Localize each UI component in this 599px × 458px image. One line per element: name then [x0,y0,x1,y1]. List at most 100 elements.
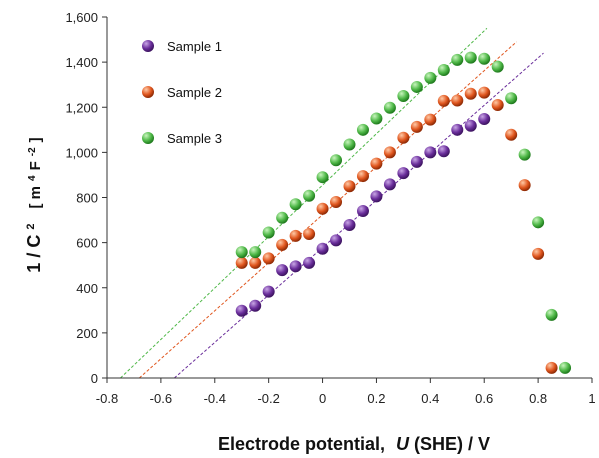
data-point-sample-2 [410,120,423,133]
data-point-sample-2 [370,157,383,170]
data-point-sample-2 [289,229,302,242]
data-point-sample-2 [464,87,477,100]
fit-line-sample-3 [120,27,488,378]
y-tick-label: 200 [76,326,98,341]
x-axis-title: Electrode potential, U (SHE) / V [218,434,490,454]
series-sample-3 [235,51,572,374]
data-point-sample-1 [262,285,275,298]
data-point-sample-3 [424,71,437,84]
data-point-sample-1 [249,299,262,312]
x-tick-label: 1 [588,391,595,406]
y-axis-title-sup: 2 [25,224,37,230]
data-point-sample-1 [303,256,316,269]
y-tick-label: 400 [76,281,98,296]
data-point-sample-2 [437,94,450,107]
data-point-sample-1 [410,155,423,168]
data-point-sample-2 [424,113,437,126]
legend-label-sample-1: Sample 1 [167,39,222,54]
data-point-sample-2 [330,196,343,209]
y-axis-title-units-sup2: -2 [27,147,38,156]
y-tick-label: 1,000 [65,145,98,160]
data-point-sample-2 [545,361,558,374]
legend-marker-sample-2 [142,86,154,98]
data-point-sample-1 [424,146,437,159]
data-point-sample-3 [235,246,248,259]
x-tick-label: -0.2 [257,391,279,406]
data-point-sample-3 [559,361,572,374]
legend-marker-sample-3 [142,132,154,144]
y-tick-label: 1,400 [65,55,98,70]
x-tick-label: -0.4 [204,391,226,406]
x-axis-title-tail: (SHE) / V [414,434,490,454]
x-tick-label: 0.8 [529,391,547,406]
data-point-sample-3 [397,89,410,102]
data-point-sample-3 [451,53,464,66]
x-tick-label: 0 [319,391,326,406]
series-sample-2 [235,86,558,374]
legend-item-sample-2: Sample 2 [142,85,222,100]
x-tick-label: 0.6 [475,391,493,406]
legend-item-sample-3: Sample 3 [142,131,222,146]
data-point-sample-1 [370,190,383,203]
x-tick-label: -0.8 [96,391,118,406]
y-axis-title-units-end: ] [27,137,44,142]
data-point-sample-3 [505,92,518,105]
data-point-sample-2 [532,247,545,260]
data-point-sample-3 [464,51,477,64]
x-axis-title-main: Electrode potential, [218,434,385,454]
y-tick-label: 800 [76,191,98,206]
data-point-sample-3 [303,189,316,202]
data-point-sample-2 [383,146,396,159]
data-point-sample-1 [464,119,477,132]
data-point-sample-3 [545,308,558,321]
y-axis-title-units: [ m [27,186,44,209]
data-point-sample-1 [343,219,356,232]
data-point-sample-3 [276,211,289,224]
data-point-sample-2 [303,228,316,241]
data-point-sample-3 [478,52,491,65]
legend-marker-sample-1 [142,40,154,52]
legend-label-sample-3: Sample 3 [167,131,222,146]
x-axis: -0.8 -0.6 -0.4 -0.2 0 0.2 0.4 0.6 0.8 1 [96,377,596,406]
y-tick-label: 0 [91,371,98,386]
data-point-sample-3 [370,112,383,125]
y-axis: 0 200 400 600 800 1,000 1,200 1,400 1,600 [65,10,108,386]
legend: Sample 1 Sample 2 Sample 3 [142,39,222,146]
data-point-sample-2 [451,94,464,107]
series-sample-1 [235,112,491,317]
data-point-sample-3 [249,246,262,259]
x-axis-title-var: U [396,434,410,454]
data-point-sample-1 [330,234,343,247]
data-point-sample-1 [451,123,464,136]
data-point-sample-2 [262,252,275,265]
data-point-sample-1 [383,178,396,191]
x-tick-label: 0.4 [421,391,439,406]
y-axis-title-units-sup1: 4 [27,175,38,181]
data-point-sample-3 [289,198,302,211]
y-tick-label: 1,600 [65,10,98,25]
data-point-sample-3 [437,64,450,77]
data-point-sample-1 [316,242,329,255]
data-point-sample-3 [518,148,531,161]
data-point-sample-2 [276,238,289,251]
legend-item-sample-1: Sample 1 [142,39,222,54]
data-point-sample-3 [491,60,504,73]
data-point-sample-2 [397,131,410,144]
data-point-sample-2 [505,128,518,141]
data-point-sample-2 [316,202,329,215]
data-point-sample-2 [356,170,369,183]
fit-line-sample-1 [174,52,544,378]
data-point-sample-3 [410,80,423,93]
data-point-sample-1 [356,205,369,218]
data-point-sample-3 [262,226,275,239]
y-axis-title-main: 1 / C [24,235,44,273]
data-point-sample-3 [532,216,545,229]
data-point-sample-1 [289,260,302,273]
data-point-sample-1 [235,304,248,317]
data-point-sample-2 [518,179,531,192]
data-point-sample-1 [276,264,289,277]
data-point-sample-3 [383,101,396,114]
y-axis-title: 1 / C 2 [ m 4 F -2 ] [24,137,44,272]
x-tick-label: 0.2 [367,391,385,406]
